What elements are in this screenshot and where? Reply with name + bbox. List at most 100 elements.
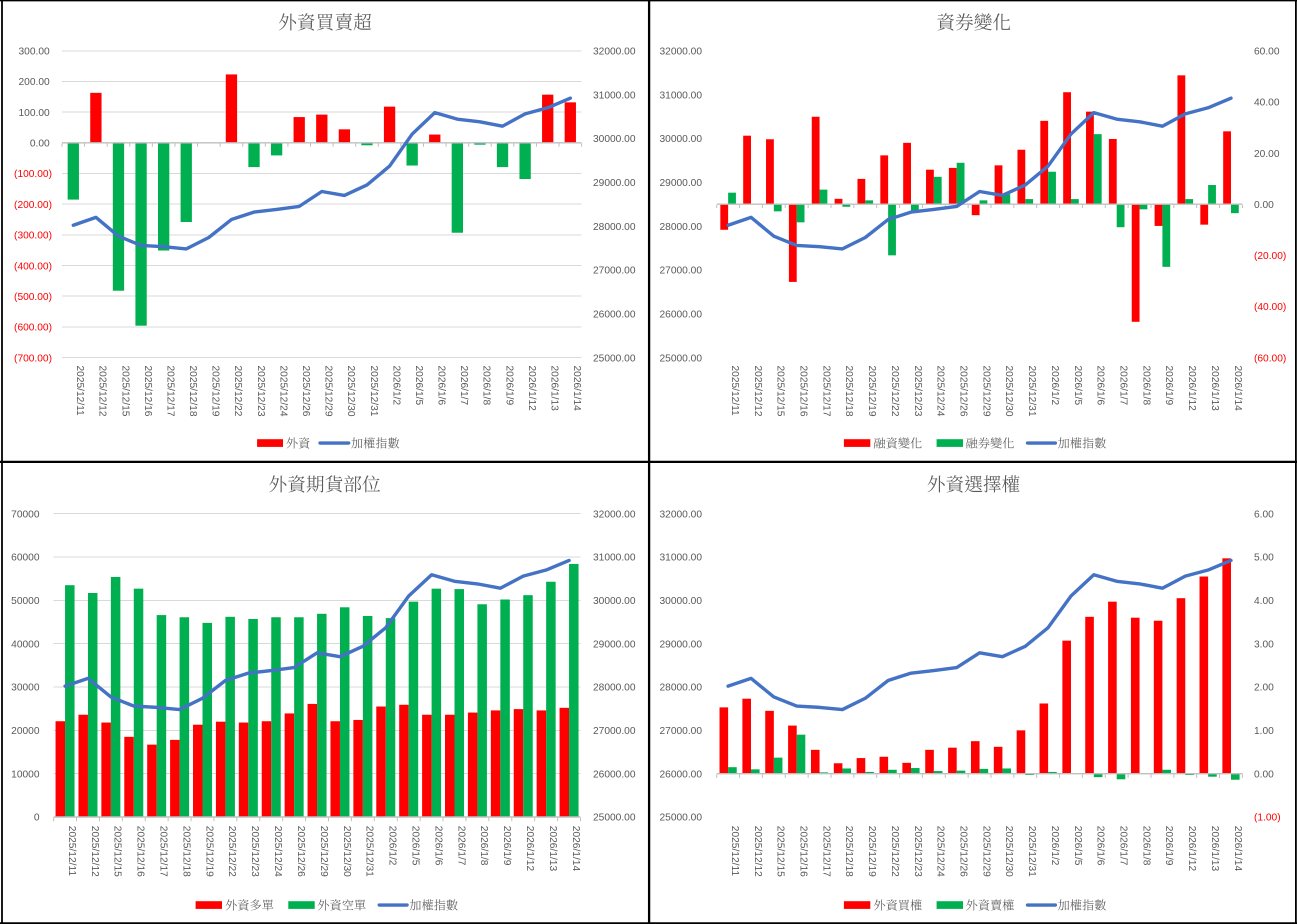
svg-text:20000: 20000 bbox=[11, 726, 40, 737]
svg-text:30000: 30000 bbox=[11, 683, 40, 694]
svg-text:30000.00: 30000.00 bbox=[660, 134, 703, 145]
svg-text:2026/1/13: 2026/1/13 bbox=[1209, 826, 1220, 872]
svg-text:2025/12/26: 2025/12/26 bbox=[300, 366, 311, 417]
svg-text:(20.00): (20.00) bbox=[1254, 251, 1286, 262]
svg-text:2026/1/7: 2026/1/7 bbox=[1118, 366, 1129, 406]
svg-text:(600.00): (600.00) bbox=[14, 323, 52, 334]
svg-text:(40.00): (40.00) bbox=[1254, 302, 1286, 313]
svg-text:20.00: 20.00 bbox=[1254, 149, 1280, 160]
svg-text:2025/12/15: 2025/12/15 bbox=[775, 826, 786, 877]
svg-text:26000.00: 26000.00 bbox=[593, 769, 636, 780]
svg-text:2025/12/30: 2025/12/30 bbox=[345, 366, 356, 417]
svg-text:28000.00: 28000.00 bbox=[593, 683, 636, 694]
svg-text:25000.00: 25000.00 bbox=[593, 353, 636, 364]
svg-text:2025/12/31: 2025/12/31 bbox=[368, 366, 379, 417]
svg-text:2025/12/18: 2025/12/18 bbox=[187, 366, 198, 417]
svg-text:2025/12/19: 2025/12/19 bbox=[210, 366, 221, 417]
svg-text:2026/1/8: 2026/1/8 bbox=[478, 826, 489, 866]
svg-text:(60.00): (60.00) bbox=[1254, 353, 1286, 364]
svg-text:30000.00: 30000.00 bbox=[660, 596, 703, 607]
svg-text:31000.00: 31000.00 bbox=[593, 90, 636, 101]
svg-text:(500.00): (500.00) bbox=[14, 292, 52, 303]
svg-text:2025/12/16: 2025/12/16 bbox=[135, 826, 146, 877]
svg-text:40.00: 40.00 bbox=[1254, 98, 1280, 109]
svg-text:2026/1/6: 2026/1/6 bbox=[1095, 366, 1106, 406]
svg-text:2026/1/8: 2026/1/8 bbox=[481, 366, 492, 406]
svg-text:2025/12/18: 2025/12/18 bbox=[180, 826, 191, 877]
svg-text:29000.00: 29000.00 bbox=[593, 639, 636, 650]
svg-text:0.00: 0.00 bbox=[30, 139, 50, 150]
svg-text:1.00: 1.00 bbox=[1254, 726, 1274, 737]
svg-text:2025/12/31: 2025/12/31 bbox=[1026, 366, 1037, 417]
svg-text:50000: 50000 bbox=[11, 596, 40, 607]
svg-text:2025/12/17: 2025/12/17 bbox=[164, 366, 175, 417]
svg-text:2025/12/30: 2025/12/30 bbox=[1003, 366, 1014, 417]
svg-text:2025/12/23: 2025/12/23 bbox=[912, 826, 923, 877]
svg-text:2026/1/6: 2026/1/6 bbox=[1095, 826, 1106, 866]
svg-text:2026/1/5: 2026/1/5 bbox=[1072, 366, 1083, 406]
svg-text:26000.00: 26000.00 bbox=[593, 309, 636, 320]
svg-text:2025/12/19: 2025/12/19 bbox=[866, 826, 877, 877]
svg-text:2025/12/11: 2025/12/11 bbox=[66, 826, 77, 877]
svg-text:2026/1/6: 2026/1/6 bbox=[432, 826, 443, 866]
svg-text:27000.00: 27000.00 bbox=[593, 726, 636, 737]
svg-text:0.00: 0.00 bbox=[1254, 200, 1274, 211]
svg-text:2026/1/14: 2026/1/14 bbox=[570, 826, 581, 872]
svg-text:2026/1/14: 2026/1/14 bbox=[1232, 366, 1243, 412]
svg-text:27000.00: 27000.00 bbox=[660, 266, 703, 277]
svg-text:0: 0 bbox=[34, 813, 40, 824]
svg-text:(1.00): (1.00) bbox=[1254, 813, 1281, 824]
svg-text:2025/12/26: 2025/12/26 bbox=[958, 826, 969, 877]
svg-text:60000: 60000 bbox=[11, 553, 40, 564]
svg-text:2026/1/12: 2026/1/12 bbox=[526, 366, 537, 412]
svg-text:32000.00: 32000.00 bbox=[660, 509, 703, 520]
svg-text:2026/1/5: 2026/1/5 bbox=[413, 366, 424, 406]
svg-text:2025/12/26: 2025/12/26 bbox=[958, 366, 969, 417]
svg-text:2026/1/5: 2026/1/5 bbox=[1072, 826, 1083, 866]
svg-text:40000: 40000 bbox=[11, 639, 40, 650]
svg-text:2026/1/7: 2026/1/7 bbox=[458, 366, 469, 406]
svg-text:2025/12/29: 2025/12/29 bbox=[318, 826, 329, 877]
svg-text:2025/12/16: 2025/12/16 bbox=[798, 366, 809, 417]
svg-text:4.00: 4.00 bbox=[1254, 596, 1274, 607]
svg-text:28000.00: 28000.00 bbox=[660, 683, 703, 694]
svg-text:2025/12/22: 2025/12/22 bbox=[232, 366, 243, 417]
svg-text:2025/12/29: 2025/12/29 bbox=[980, 826, 991, 877]
svg-text:2025/12/11: 2025/12/11 bbox=[729, 366, 740, 417]
svg-text:27000.00: 27000.00 bbox=[593, 266, 636, 277]
svg-text:60.00: 60.00 bbox=[1254, 47, 1280, 58]
svg-text:2026/1/7: 2026/1/7 bbox=[1118, 826, 1129, 866]
svg-text:300.00: 300.00 bbox=[19, 47, 50, 58]
svg-text:2025/12/22: 2025/12/22 bbox=[226, 826, 237, 877]
svg-text:2025/12/30: 2025/12/30 bbox=[341, 826, 352, 877]
svg-text:2026/1/9: 2026/1/9 bbox=[1163, 826, 1174, 866]
svg-text:2026/1/6: 2026/1/6 bbox=[436, 366, 447, 406]
svg-text:2025/12/31: 2025/12/31 bbox=[364, 826, 375, 877]
svg-text:2025/12/12: 2025/12/12 bbox=[89, 826, 100, 877]
svg-text:29000.00: 29000.00 bbox=[660, 639, 703, 650]
svg-text:2026/1/13: 2026/1/13 bbox=[549, 366, 560, 412]
svg-text:2026/1/2: 2026/1/2 bbox=[1049, 366, 1060, 406]
svg-text:2026/1/2: 2026/1/2 bbox=[390, 366, 401, 406]
svg-text:2025/12/23: 2025/12/23 bbox=[255, 366, 266, 417]
svg-text:2026/1/12: 2026/1/12 bbox=[524, 826, 535, 872]
svg-text:32000.00: 32000.00 bbox=[593, 47, 636, 58]
svg-text:2025/12/18: 2025/12/18 bbox=[843, 366, 854, 417]
svg-text:2025/12/18: 2025/12/18 bbox=[843, 826, 854, 877]
svg-text:70000: 70000 bbox=[11, 509, 40, 520]
svg-text:26000.00: 26000.00 bbox=[660, 769, 703, 780]
svg-text:29000.00: 29000.00 bbox=[593, 178, 636, 189]
svg-text:2025/12/11: 2025/12/11 bbox=[729, 826, 740, 877]
svg-text:(700.00): (700.00) bbox=[14, 353, 52, 364]
svg-text:32000.00: 32000.00 bbox=[593, 509, 636, 520]
svg-text:2026/1/8: 2026/1/8 bbox=[1140, 826, 1151, 866]
svg-text:(100.00): (100.00) bbox=[14, 169, 52, 180]
svg-text:25000.00: 25000.00 bbox=[660, 813, 703, 824]
svg-text:2025/12/11: 2025/12/11 bbox=[74, 366, 85, 417]
svg-text:2025/12/19: 2025/12/19 bbox=[866, 366, 877, 417]
svg-text:2026/1/5: 2026/1/5 bbox=[409, 826, 420, 866]
svg-text:2025/12/30: 2025/12/30 bbox=[1003, 826, 1014, 877]
svg-text:2025/12/12: 2025/12/12 bbox=[97, 366, 108, 417]
svg-text:2025/12/12: 2025/12/12 bbox=[752, 826, 763, 877]
svg-text:2025/12/29: 2025/12/29 bbox=[323, 366, 334, 417]
